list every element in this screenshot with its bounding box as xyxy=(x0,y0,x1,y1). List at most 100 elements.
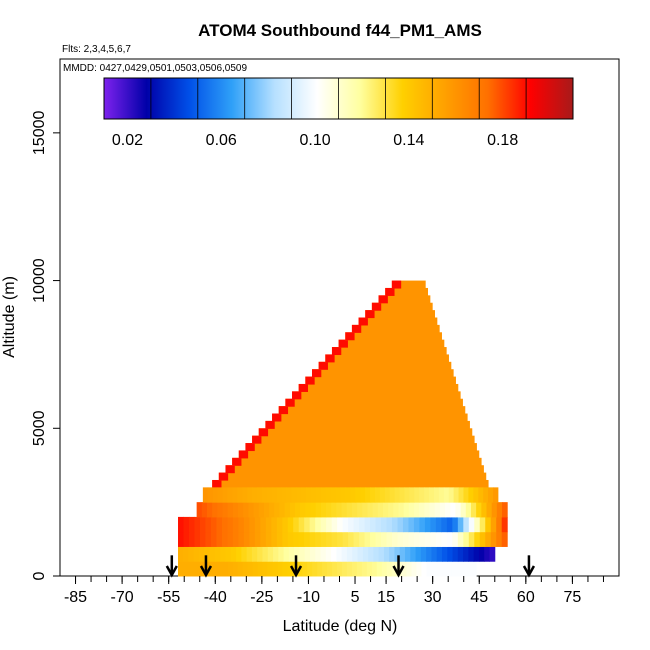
band-cell xyxy=(394,487,401,503)
band-cell xyxy=(468,531,475,547)
band-cell xyxy=(408,502,415,518)
y-tick-label: 0 xyxy=(31,571,48,580)
band-cell xyxy=(367,502,374,518)
band-cell xyxy=(451,561,457,577)
band-cell xyxy=(419,516,426,533)
band-cell xyxy=(178,561,184,577)
band-cell xyxy=(209,546,216,562)
band-cell xyxy=(293,531,300,547)
band-cell xyxy=(304,531,311,547)
band-cell xyxy=(294,502,301,518)
profile-edge-cell xyxy=(371,302,382,311)
band-cell xyxy=(441,531,448,547)
profile-cell xyxy=(358,317,438,326)
band-cell xyxy=(485,516,492,533)
band-cell xyxy=(401,561,408,577)
profile-cell xyxy=(252,435,475,444)
band-cell xyxy=(478,546,485,562)
band-cell xyxy=(434,502,441,518)
band-cell xyxy=(374,487,381,503)
profile-cell xyxy=(225,465,484,474)
band-cell xyxy=(386,531,393,547)
profile-cell xyxy=(391,280,426,289)
band-cell xyxy=(298,516,305,533)
profile-cell xyxy=(365,310,435,319)
band-cell xyxy=(476,502,482,518)
band-cell xyxy=(484,546,490,562)
band-cell xyxy=(232,502,239,518)
band-cell xyxy=(183,546,190,562)
band-cell xyxy=(345,487,351,503)
band-cell xyxy=(420,546,427,562)
band-cell xyxy=(293,516,300,533)
band-cell xyxy=(183,516,190,533)
profile-arrow-head xyxy=(199,565,213,578)
profile-cell xyxy=(258,428,473,437)
x-axis-label: Latitude (deg N) xyxy=(283,618,398,635)
band-cell xyxy=(419,502,425,518)
x-tick-label: -40 xyxy=(204,589,227,606)
band-cell xyxy=(473,546,480,562)
band-cell xyxy=(391,516,398,533)
chart-title: ATOM4 Southbound f44_PM1_AMS xyxy=(198,21,482,40)
x-tick-label: 15 xyxy=(377,589,395,606)
band-cell xyxy=(217,561,224,577)
band-cell xyxy=(202,487,209,503)
band-cell xyxy=(258,502,265,518)
band-cell xyxy=(194,516,201,533)
band-cell xyxy=(350,487,356,503)
band-cell xyxy=(384,487,391,503)
band-cell xyxy=(287,561,293,577)
band-cell xyxy=(320,531,327,547)
band-cell xyxy=(188,531,195,547)
band-cell xyxy=(315,487,322,503)
band-cell xyxy=(360,487,366,503)
band-cell xyxy=(282,516,289,533)
band-cell xyxy=(227,531,234,547)
band-cell xyxy=(403,502,410,518)
profile-arrow-head xyxy=(289,565,303,578)
band-cell xyxy=(197,561,204,577)
profile-edge-cell xyxy=(331,347,342,356)
profile-edge-cell xyxy=(232,457,242,466)
band-cell xyxy=(232,487,238,503)
band-cell xyxy=(232,561,239,577)
band-cell xyxy=(419,487,425,503)
band-cell xyxy=(257,561,263,577)
band-cell xyxy=(426,546,432,562)
band-cell xyxy=(501,516,508,533)
profile-edge-cell xyxy=(385,287,395,296)
band-cell xyxy=(216,516,223,533)
band-cell xyxy=(433,487,440,503)
band-cell xyxy=(474,531,481,547)
profile-edge-cell xyxy=(218,472,229,481)
band-cell xyxy=(196,502,203,518)
band-cell xyxy=(325,546,332,562)
band-cell xyxy=(221,516,228,533)
profile-cell xyxy=(378,295,431,304)
band-cell xyxy=(261,487,268,503)
band-cell xyxy=(254,531,261,547)
band-cell xyxy=(457,531,464,547)
band-cell xyxy=(468,516,475,533)
band-cell xyxy=(238,516,245,533)
band-cell xyxy=(340,487,346,503)
band-cell xyxy=(252,487,258,503)
band-cell xyxy=(249,531,256,547)
band-cell xyxy=(463,516,470,533)
chart-subtitle: Flts: 2,3,4,5,6,7 xyxy=(62,44,131,55)
band-cell xyxy=(199,531,206,547)
x-tick-label: 45 xyxy=(470,589,488,606)
band-cell xyxy=(446,531,453,547)
profile-edge-cell xyxy=(265,420,275,429)
date-annotation: MMDD: 0427,0429,0501,0503,0506,0509 xyxy=(63,63,247,74)
band-cell xyxy=(331,531,338,547)
profile-edge-cell xyxy=(278,406,289,415)
band-cell xyxy=(468,546,475,562)
profile-edge-cell xyxy=(378,295,388,304)
band-cell xyxy=(346,546,353,562)
band-cell xyxy=(286,487,292,503)
band-cell xyxy=(430,531,437,547)
band-cell xyxy=(282,561,288,577)
band-cell xyxy=(481,502,487,518)
